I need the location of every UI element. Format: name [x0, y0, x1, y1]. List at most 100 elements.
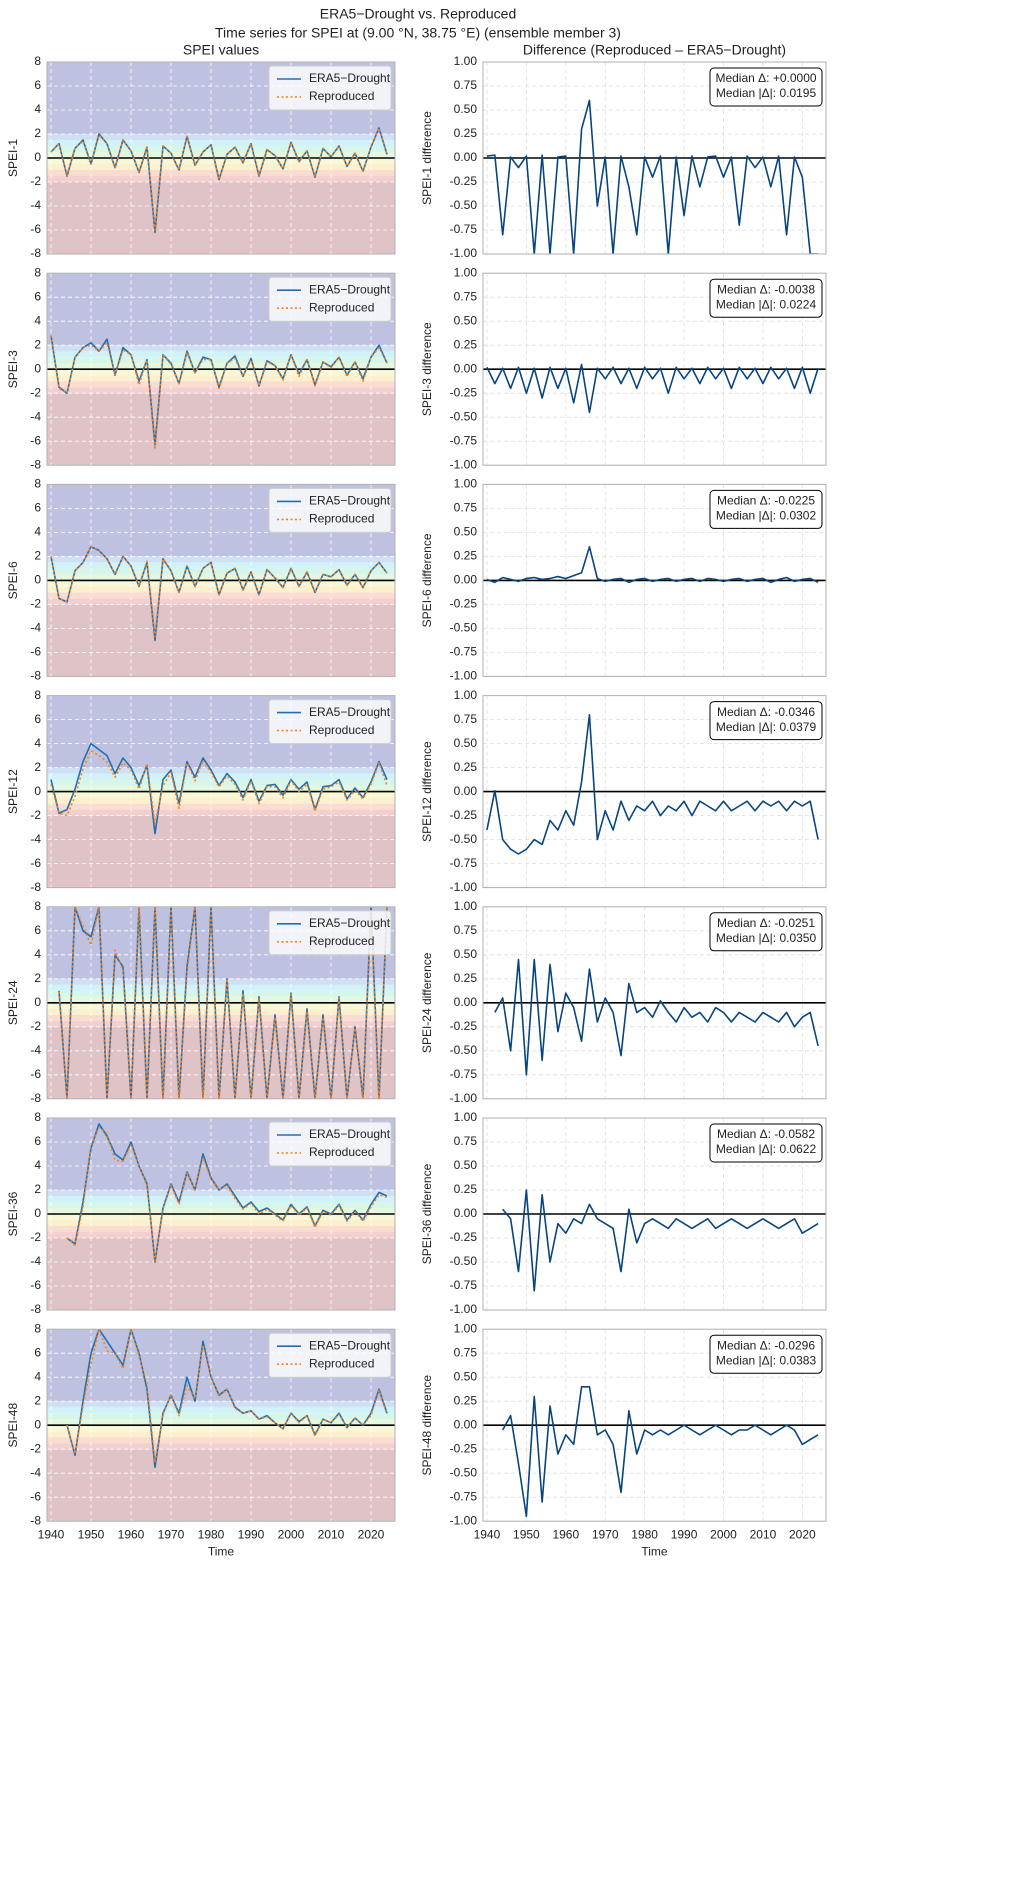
legend-label: Reproduced — [309, 1145, 374, 1159]
axes-frame — [46, 1328, 396, 1522]
y-tick-label: -2 — [30, 385, 41, 399]
y-tick-label: 1.00 — [454, 54, 478, 68]
y-tick-label: 0.25 — [454, 337, 478, 351]
spei-band — [47, 1020, 395, 1027]
annotation-text: Median Δ: +0.0000 — [715, 71, 816, 85]
axes-frame — [46, 483, 396, 677]
legend-label: ERA5−Drought — [309, 916, 391, 930]
spei-band — [47, 1014, 395, 1021]
y-tick-label: 0.25 — [454, 760, 478, 774]
x-tick-label: 1960 — [118, 1527, 145, 1541]
y-tick-label: -0.75 — [450, 1489, 478, 1503]
legend-box — [268, 487, 392, 533]
legend-label: Reproduced — [309, 300, 374, 314]
spei-band — [47, 556, 395, 563]
y-tick-label: 0.00 — [454, 1206, 478, 1220]
spei-band — [47, 351, 395, 358]
spei-band — [47, 345, 395, 352]
y-tick-label: -2 — [30, 174, 41, 188]
panel: -8 -6 -4 -2 0 2 4 6 8 ERA5−Drought Reproduced SPEI-… — [6, 899, 396, 1105]
spei-band — [47, 1431, 395, 1438]
y-tick-label: -0.75 — [450, 222, 478, 236]
legend-label: ERA5−Drought — [309, 282, 391, 296]
spei-band — [47, 1238, 395, 1310]
annotation-box — [709, 1123, 823, 1163]
y-tick-label: -0.25 — [450, 174, 478, 188]
axes-frame — [46, 906, 396, 1100]
spei-band — [47, 1196, 395, 1202]
y-tick-label: 1.00 — [454, 477, 478, 491]
y-tick-label: 8 — [34, 265, 41, 279]
y-tick-label: -1.00 — [450, 1091, 478, 1105]
panel: -1.00 -0.75 -0.50 -0.25 0.00 0.25 0.50 0.75 1.00… — [420, 265, 827, 471]
legend-label: Reproduced — [309, 89, 374, 103]
y-tick-label: 0.75 — [454, 1345, 478, 1359]
y-tick-label: 0.75 — [454, 501, 478, 515]
annotation-text: Median |Δ|: 0.0379 — [716, 720, 817, 734]
spei-band — [47, 562, 395, 569]
x-tick-label: 2000 — [710, 1527, 737, 1541]
spei-band — [47, 158, 395, 164]
spei-band — [47, 1214, 395, 1220]
y-tick-label: 0 — [34, 361, 41, 375]
y-tick-label: -0.75 — [450, 433, 478, 447]
spei-band — [47, 363, 395, 370]
annotation-box — [709, 1334, 823, 1374]
legend-label: ERA5−Drought — [309, 1338, 391, 1352]
spei-band — [47, 1220, 395, 1226]
panel: -8 -6 -4 -2 0 2 4 6 8 ERA5−Drought Reproduced SPEI … — [6, 42, 396, 260]
spei-band — [47, 1425, 395, 1432]
panel: -8 -6 -4 -2 0 2 4 6 8 ERA5−Drought Reproduced SPEI-… — [6, 477, 396, 683]
x-tick-label: 1940 — [38, 1527, 65, 1541]
spei-band — [47, 785, 395, 792]
spei-band — [47, 580, 395, 587]
y-tick-label: 0.50 — [454, 1369, 478, 1383]
annotation-box — [709, 489, 823, 529]
annotation-text: Median |Δ|: 0.0350 — [716, 931, 817, 945]
y-tick-label: -6 — [30, 222, 41, 236]
y-axis-label: SPEI-1 — [6, 139, 20, 177]
y-tick-label: 4 — [34, 525, 41, 539]
x-tick-label: 1960 — [552, 1527, 579, 1541]
series-line — [502, 1386, 819, 1518]
y-tick-label: -8 — [30, 880, 41, 894]
y-tick-label: 2 — [34, 760, 41, 774]
y-axis-label: SPEI-12 difference — [420, 741, 434, 842]
y-tick-label: 1.00 — [454, 265, 478, 279]
x-tick-label: 1950 — [513, 1527, 540, 1541]
series-line — [486, 714, 819, 855]
axes-frame — [46, 272, 396, 466]
y-tick-label: -4 — [30, 409, 41, 423]
plot-area — [483, 1329, 826, 1522]
series-line — [486, 546, 819, 584]
x-tick-label: 1990 — [238, 1527, 265, 1541]
panel-title: Difference (Reproduced – ERA5−Drought) — [523, 42, 786, 58]
x-tick-label: 1990 — [671, 1527, 698, 1541]
y-tick-label: 0.00 — [454, 573, 478, 587]
y-tick-label: 8 — [34, 899, 41, 913]
y-tick-label: 0.25 — [454, 1182, 478, 1196]
axes-frame — [482, 906, 827, 1100]
y-tick-label: -4 — [30, 1254, 41, 1268]
spei-band — [47, 815, 395, 888]
y-tick-label: -0.50 — [450, 1465, 478, 1479]
y-tick-label: -4 — [30, 832, 41, 846]
y-tick-label: 4 — [34, 1369, 41, 1383]
spei-band — [47, 1002, 395, 1009]
spei-band — [47, 369, 395, 376]
y-tick-label: -8 — [30, 1302, 41, 1316]
spei-band — [47, 990, 395, 997]
plot-area — [47, 695, 395, 888]
y-tick-label: 4 — [34, 947, 41, 961]
axes-frame — [482, 272, 827, 466]
series-line — [486, 363, 819, 414]
y-tick-label: 0.00 — [454, 995, 478, 1009]
panel: -1.00 -0.75 -0.50 -0.25 0.00 0.25 0.50 0.75 1.00… — [420, 477, 827, 683]
y-tick-label: -0.75 — [450, 856, 478, 870]
annotation-box — [709, 701, 823, 741]
y-tick-label: 0 — [34, 573, 41, 587]
y-tick-label: -2 — [30, 808, 41, 822]
y-tick-label: -4 — [30, 1465, 41, 1479]
y-tick-label: 6 — [34, 712, 41, 726]
y-tick-label: 4 — [34, 736, 41, 750]
